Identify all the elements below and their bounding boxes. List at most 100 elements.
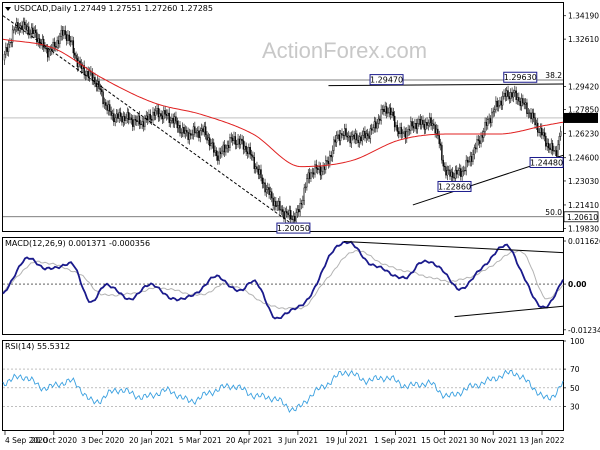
candle-body xyxy=(426,122,428,126)
candle-body xyxy=(127,112,130,120)
candle-body xyxy=(187,131,189,140)
candle-body xyxy=(64,30,66,35)
candle-body xyxy=(353,134,355,140)
candle-body xyxy=(267,187,269,190)
candle-body xyxy=(153,111,156,116)
panel-marker-icon xyxy=(5,7,11,11)
candle-body xyxy=(406,131,408,139)
candle-body xyxy=(416,123,419,130)
candle-body xyxy=(306,178,308,188)
candle-body xyxy=(553,150,555,152)
candle-body xyxy=(177,125,180,129)
candle-body xyxy=(7,43,10,52)
candle-body xyxy=(145,115,147,119)
candle-body xyxy=(36,32,38,43)
price-label-1: 1.22860 xyxy=(438,182,471,191)
candle-body xyxy=(196,130,199,133)
candle-body xyxy=(415,123,417,130)
candle-body xyxy=(304,186,307,189)
candle-body xyxy=(61,30,64,36)
candle-body xyxy=(338,134,340,141)
candle-body xyxy=(380,109,382,121)
candle-body xyxy=(407,129,409,133)
candle-body xyxy=(371,128,373,131)
candle-body xyxy=(408,129,411,131)
candle-body xyxy=(99,88,102,90)
candle-body xyxy=(17,22,19,31)
candle-body xyxy=(34,29,37,33)
candle-body xyxy=(369,128,372,139)
candle-body xyxy=(458,168,461,171)
candle-body xyxy=(399,127,401,135)
candle-body xyxy=(160,113,162,116)
candle-body xyxy=(488,118,490,120)
candle-body xyxy=(479,140,481,144)
candle-body xyxy=(300,203,303,205)
candle-body xyxy=(180,132,183,134)
candle-body xyxy=(531,112,534,120)
candle-body xyxy=(360,136,362,142)
candle-body xyxy=(462,170,465,172)
candle-body xyxy=(317,168,319,170)
candle-body xyxy=(345,128,347,137)
candle-body xyxy=(150,118,153,121)
candle-body xyxy=(190,133,192,136)
candle-body xyxy=(507,90,509,97)
candle-body xyxy=(5,47,7,55)
candle-body xyxy=(526,102,528,114)
macd-trendline-0 xyxy=(343,240,564,254)
candle-body xyxy=(268,187,270,195)
candle-body xyxy=(445,166,447,176)
candle-body xyxy=(119,112,122,117)
candle-body xyxy=(533,112,535,118)
macd-tick-label-0: 0.011626 xyxy=(568,237,600,246)
candle-body xyxy=(549,147,551,150)
candle-body xyxy=(302,200,304,205)
fib-label-1: 50.0 xyxy=(545,208,562,217)
x-tick-label-0: 4 Sep 2020 xyxy=(5,436,48,445)
candle-body xyxy=(159,113,161,118)
price-tick-label-4: 1.26230 xyxy=(568,130,599,139)
rsi-tick-label-2: 50 xyxy=(570,384,580,393)
candle-body xyxy=(199,130,201,138)
candle-body xyxy=(373,121,376,128)
candle-body xyxy=(26,26,29,31)
price-panel: 38.2 50.0 1.20050 1.22860 1.24480 1.29470 1.29… xyxy=(2,12,599,234)
candle-body xyxy=(130,117,133,120)
price-label-box xyxy=(369,74,404,86)
price-label-3: 1.29470 xyxy=(370,76,403,85)
candle-body xyxy=(33,29,35,34)
price-label-2: 1.24480 xyxy=(530,158,563,167)
candle-body xyxy=(412,125,415,129)
candle-body xyxy=(557,144,559,157)
candle-body xyxy=(229,137,231,148)
candle-body xyxy=(492,111,494,114)
candle-body xyxy=(258,169,261,175)
candle-body xyxy=(14,27,17,31)
fib-value-label: 1.20610 xyxy=(567,213,598,222)
candle-body xyxy=(252,155,254,158)
candle-body xyxy=(133,119,135,127)
candle-body xyxy=(468,161,470,163)
candle-body xyxy=(396,124,399,132)
candle-body xyxy=(88,70,91,77)
candle-body xyxy=(404,131,407,139)
candle-body xyxy=(275,200,277,207)
candle-body xyxy=(179,125,181,134)
candle-body xyxy=(171,118,173,121)
candle-body xyxy=(100,89,103,92)
candle-body xyxy=(181,127,184,133)
candle-body xyxy=(51,48,53,51)
candle-body xyxy=(32,27,34,34)
candle-body xyxy=(489,118,492,123)
candle-body xyxy=(520,98,523,107)
price-label-0: 1.20050 xyxy=(277,224,310,233)
candle-body xyxy=(456,169,458,175)
candle-body xyxy=(168,112,170,123)
candle-body xyxy=(242,140,245,150)
candle-body xyxy=(263,182,265,184)
price-tick-label-8: 1.19830 xyxy=(568,224,599,233)
candle-body xyxy=(191,134,193,136)
candle-body xyxy=(284,211,286,219)
macd-title: MACD(12,26,9) 0.001371 -0.000356 xyxy=(5,239,150,248)
